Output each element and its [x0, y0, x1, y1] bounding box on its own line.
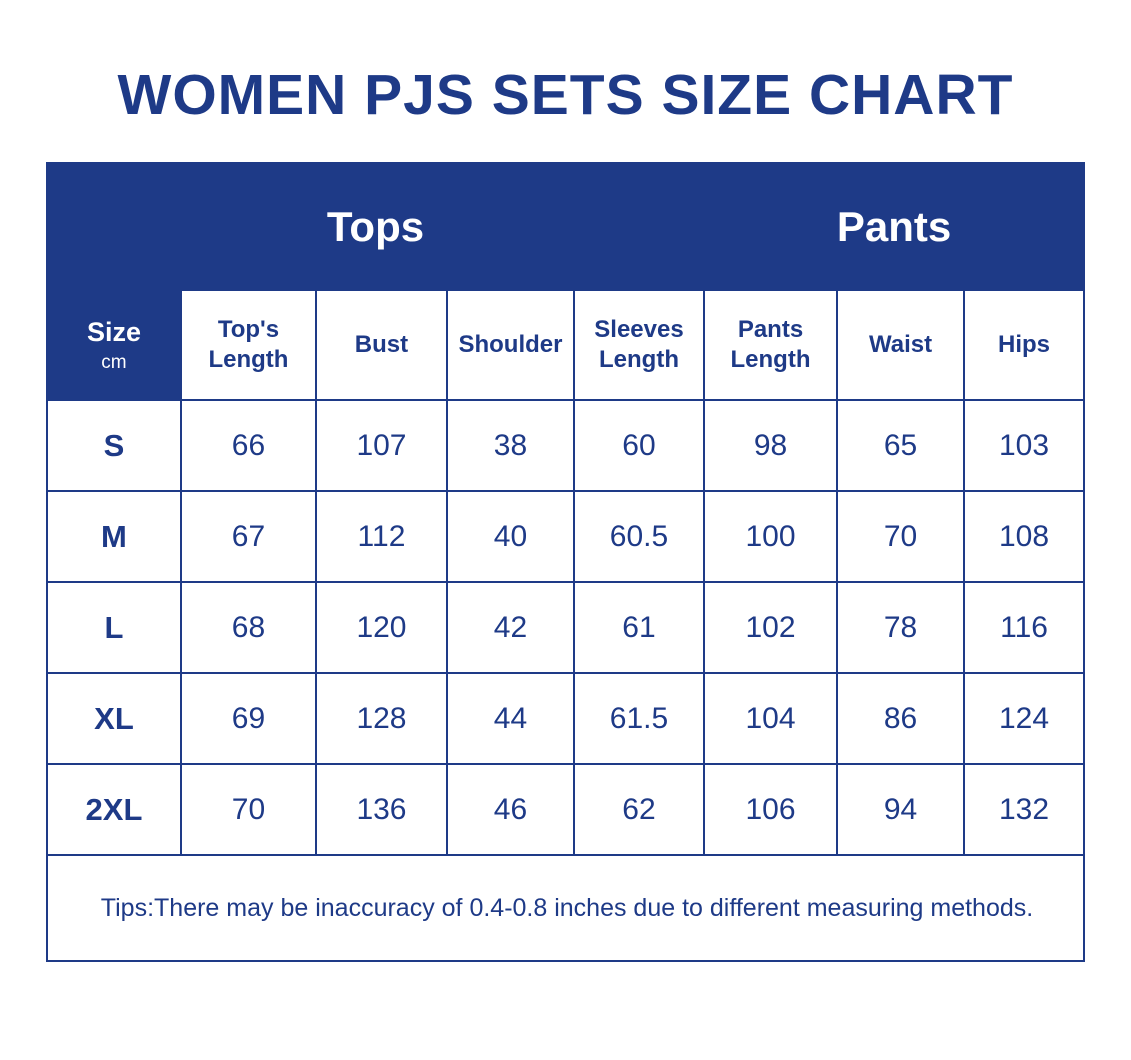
column-header-tops-length: Top's Length [179, 289, 317, 401]
size-cell: 2XL [45, 763, 182, 856]
value-cell: 136 [314, 763, 448, 856]
value-cell: 104 [703, 672, 839, 765]
size-cell: XL [45, 672, 182, 765]
value-cell: 102 [703, 581, 839, 674]
size-label: Size [86, 316, 141, 347]
value-cell: 98 [703, 399, 839, 492]
value-cell: 100 [703, 490, 839, 583]
value-cell: 103 [963, 399, 1086, 492]
value-cell: 120 [314, 581, 448, 674]
value-cell: 68 [179, 581, 317, 674]
size-cell: M [45, 490, 182, 583]
column-header-hips: Hips [963, 289, 1086, 401]
column-header-sleeves-length: Sleeves Length [572, 289, 706, 401]
column-header-waist: Waist [836, 289, 966, 401]
value-cell: 70 [179, 763, 317, 856]
unit-label: cm [101, 351, 127, 373]
group-header-pants: Pants [703, 162, 1086, 291]
size-chart-table: Tops Pants Size cm Top's Length Bust Sho… [45, 162, 1086, 962]
value-cell: 106 [703, 763, 839, 856]
value-cell: 62 [572, 763, 706, 856]
value-cell: 132 [963, 763, 1086, 856]
table-row-l: L 68 120 42 61 102 78 116 [45, 581, 1086, 674]
table-row-xl: XL 69 128 44 61.5 104 86 124 [45, 672, 1086, 765]
table-row-m: M 67 112 40 60.5 100 70 108 [45, 490, 1086, 583]
value-cell: 42 [445, 581, 575, 674]
tips-row: Tips:There may be inaccuracy of 0.4-0.8 … [45, 854, 1086, 962]
table-row-s: S 66 107 38 60 98 65 103 [45, 399, 1086, 492]
column-header-row: Size cm Top's Length Bust Shoulder Sleev… [45, 289, 1086, 401]
table-row-2xl: 2XL 70 136 46 62 106 94 132 [45, 763, 1086, 856]
value-cell: 128 [314, 672, 448, 765]
column-header-shoulder: Shoulder [445, 289, 575, 401]
value-cell: 46 [445, 763, 575, 856]
value-cell: 65 [836, 399, 966, 492]
value-cell: 40 [445, 490, 575, 583]
column-header-bust: Bust [314, 289, 448, 401]
group-header-tops: Tops [45, 162, 706, 291]
value-cell: 70 [836, 490, 966, 583]
value-cell: 66 [179, 399, 317, 492]
value-cell: 61 [572, 581, 706, 674]
group-header-row: Tops Pants [45, 162, 1086, 291]
size-cell: S [45, 399, 182, 492]
value-cell: 124 [963, 672, 1086, 765]
value-cell: 38 [445, 399, 575, 492]
value-cell: 86 [836, 672, 966, 765]
value-cell: 60.5 [572, 490, 706, 583]
value-cell: 112 [314, 490, 448, 583]
value-cell: 107 [314, 399, 448, 492]
page-title: WOMEN PJS SETS SIZE CHART [117, 63, 1014, 127]
value-cell: 60 [572, 399, 706, 492]
tips-note: Tips:There may be inaccuracy of 0.4-0.8 … [45, 854, 1086, 962]
value-cell: 94 [836, 763, 966, 856]
value-cell: 44 [445, 672, 575, 765]
column-header-pants-length: Pants Length [703, 289, 839, 401]
value-cell: 69 [179, 672, 317, 765]
value-cell: 61.5 [572, 672, 706, 765]
value-cell: 108 [963, 490, 1086, 583]
value-cell: 78 [836, 581, 966, 674]
value-cell: 67 [179, 490, 317, 583]
size-cell: L [45, 581, 182, 674]
column-header-size: Size cm [45, 289, 182, 401]
value-cell: 116 [963, 581, 1086, 674]
